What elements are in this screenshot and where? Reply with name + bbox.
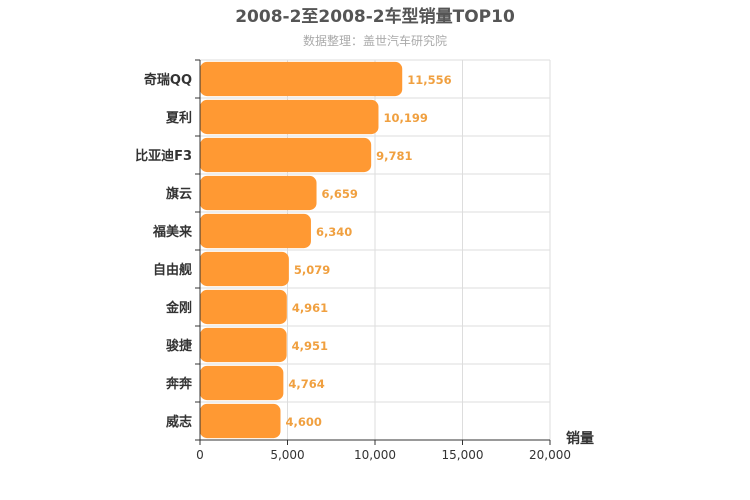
bar[interactable] [200, 327, 287, 363]
bar[interactable] [200, 213, 311, 249]
category-label: 奔奔 [165, 376, 193, 392]
bar[interactable] [200, 289, 287, 325]
category-label: 金刚 [165, 300, 192, 316]
bars [200, 61, 403, 439]
data-label: 4,764 [288, 377, 324, 391]
category-label: 夏利 [165, 110, 192, 126]
data-label: 6,659 [322, 187, 358, 201]
bar[interactable] [200, 403, 281, 439]
x-tick-label: 0 [196, 448, 204, 462]
data-label: 10,199 [383, 111, 427, 125]
data-label: 4,951 [292, 339, 328, 353]
axes [195, 59, 551, 445]
bar[interactable] [200, 365, 284, 401]
data-label: 5,079 [294, 263, 330, 277]
data-label: 9,781 [376, 149, 412, 163]
data-label: 11,556 [407, 73, 451, 87]
data-label: 4,600 [286, 415, 322, 429]
bar[interactable] [200, 99, 379, 135]
chart-title: 2008-2至2008-2车型销量TOP10 [235, 6, 515, 27]
bar[interactable] [200, 137, 372, 173]
chart-subtitle: 数据整理：盖世汽车研究院 [303, 33, 447, 48]
data-label: 6,340 [316, 225, 352, 239]
category-label: 骏捷 [166, 338, 193, 354]
x-tick-label: 20,000 [529, 448, 571, 462]
x-tick-label: 10,000 [354, 448, 396, 462]
category-label: 自由舰 [153, 262, 192, 278]
data-label: 4,961 [292, 301, 328, 315]
x-axis-title: 销量 [566, 430, 594, 447]
category-label: 旗云 [166, 186, 192, 202]
x-tick-label: 15,000 [442, 448, 484, 462]
bar[interactable] [200, 175, 317, 211]
category-label: 福美来 [152, 224, 193, 240]
category-label: 威志 [166, 414, 192, 430]
bar[interactable] [200, 251, 289, 287]
x-tick-label: 5,000 [270, 448, 304, 462]
category-label: 奇瑞QQ [144, 72, 192, 88]
bar[interactable] [200, 61, 403, 97]
labels: 奇瑞QQ 11,556 夏利 10,199 比亚迪F3 9,781 旗云 6,659 福美来 6,… [135, 72, 571, 462]
category-label: 比亚迪F3 [135, 148, 192, 164]
